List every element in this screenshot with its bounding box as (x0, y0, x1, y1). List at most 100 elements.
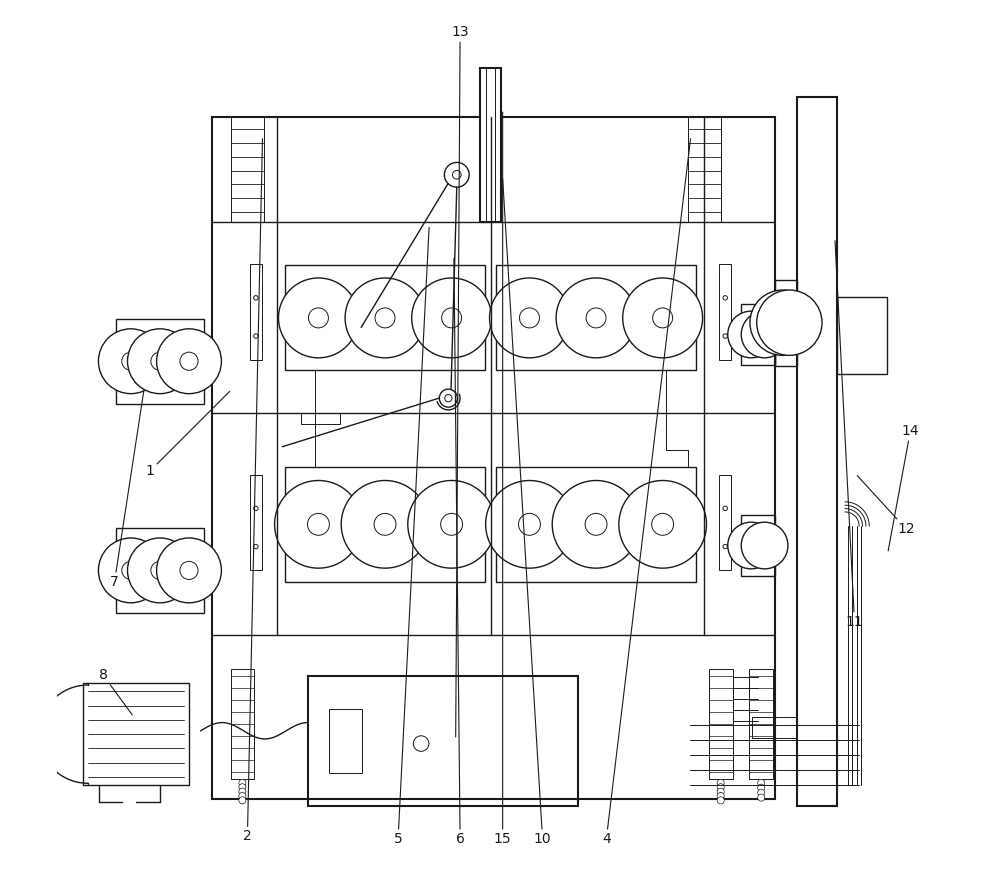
Circle shape (556, 278, 636, 358)
Text: 10: 10 (503, 179, 551, 845)
Circle shape (239, 780, 246, 787)
Circle shape (758, 784, 765, 791)
Bar (250, 475, 262, 571)
Bar (285, 265, 485, 371)
Circle shape (723, 296, 727, 300)
Bar (752, 717, 797, 738)
Circle shape (585, 513, 607, 535)
Bar (741, 515, 775, 576)
Circle shape (254, 296, 258, 300)
Circle shape (728, 311, 774, 358)
Circle shape (239, 797, 246, 804)
Bar (496, 265, 696, 371)
Circle shape (444, 163, 469, 188)
Circle shape (180, 561, 198, 580)
Circle shape (239, 792, 246, 799)
Bar (749, 669, 773, 779)
Bar (329, 709, 362, 773)
Circle shape (98, 538, 163, 603)
Text: 5: 5 (394, 228, 429, 845)
Circle shape (439, 389, 457, 407)
Bar (116, 528, 204, 613)
Bar (496, 467, 696, 582)
Circle shape (375, 308, 395, 328)
Circle shape (552, 480, 640, 568)
Circle shape (278, 278, 358, 358)
Circle shape (758, 780, 765, 787)
Circle shape (345, 278, 425, 358)
Circle shape (239, 788, 246, 795)
Circle shape (151, 352, 169, 371)
Circle shape (728, 522, 774, 569)
Circle shape (717, 788, 724, 795)
Circle shape (717, 784, 724, 791)
Bar (837, 297, 887, 374)
Circle shape (741, 311, 788, 358)
Circle shape (652, 513, 674, 535)
Text: 7: 7 (110, 391, 144, 589)
Circle shape (157, 538, 221, 603)
Circle shape (254, 506, 258, 510)
Bar (301, 412, 340, 424)
Bar (688, 116, 721, 222)
Text: 6: 6 (454, 259, 465, 845)
Text: 8: 8 (99, 668, 132, 715)
Bar (775, 280, 797, 365)
Bar (212, 116, 775, 799)
Text: 11: 11 (835, 241, 863, 629)
Circle shape (717, 792, 724, 799)
Circle shape (723, 506, 727, 510)
Text: 12: 12 (857, 476, 915, 536)
Circle shape (374, 513, 396, 535)
Bar (231, 669, 254, 779)
Circle shape (717, 797, 724, 804)
Circle shape (452, 171, 461, 179)
Circle shape (239, 784, 246, 791)
Circle shape (442, 308, 462, 328)
Circle shape (341, 480, 429, 568)
Circle shape (308, 308, 328, 328)
Circle shape (519, 513, 540, 535)
Circle shape (180, 352, 198, 371)
Bar (709, 669, 733, 779)
Bar (83, 683, 189, 785)
Circle shape (445, 395, 452, 402)
Circle shape (758, 794, 765, 801)
Bar (797, 97, 837, 805)
Circle shape (723, 544, 727, 549)
Circle shape (122, 352, 140, 371)
Circle shape (653, 308, 673, 328)
Circle shape (122, 561, 140, 580)
Circle shape (412, 278, 492, 358)
Circle shape (586, 308, 606, 328)
Bar (285, 467, 485, 582)
Bar (480, 68, 501, 222)
Bar (719, 264, 731, 360)
Bar (250, 264, 262, 360)
Circle shape (741, 522, 788, 569)
Circle shape (408, 480, 495, 568)
Text: 13: 13 (451, 26, 469, 737)
Circle shape (151, 561, 169, 580)
Circle shape (254, 334, 258, 339)
Circle shape (128, 329, 192, 394)
Text: 4: 4 (602, 139, 691, 845)
Bar (116, 318, 204, 404)
Circle shape (717, 780, 724, 787)
Circle shape (254, 544, 258, 549)
Circle shape (758, 789, 765, 797)
Text: 15: 15 (494, 112, 511, 845)
Circle shape (519, 308, 539, 328)
Circle shape (486, 480, 573, 568)
Circle shape (98, 329, 163, 394)
Bar (719, 475, 731, 571)
Circle shape (623, 278, 703, 358)
Text: 1: 1 (146, 391, 230, 478)
Circle shape (157, 329, 221, 394)
Circle shape (275, 480, 362, 568)
Bar (231, 116, 264, 222)
Text: 14: 14 (888, 424, 919, 551)
Circle shape (413, 736, 429, 751)
Circle shape (750, 290, 815, 356)
Circle shape (307, 513, 329, 535)
